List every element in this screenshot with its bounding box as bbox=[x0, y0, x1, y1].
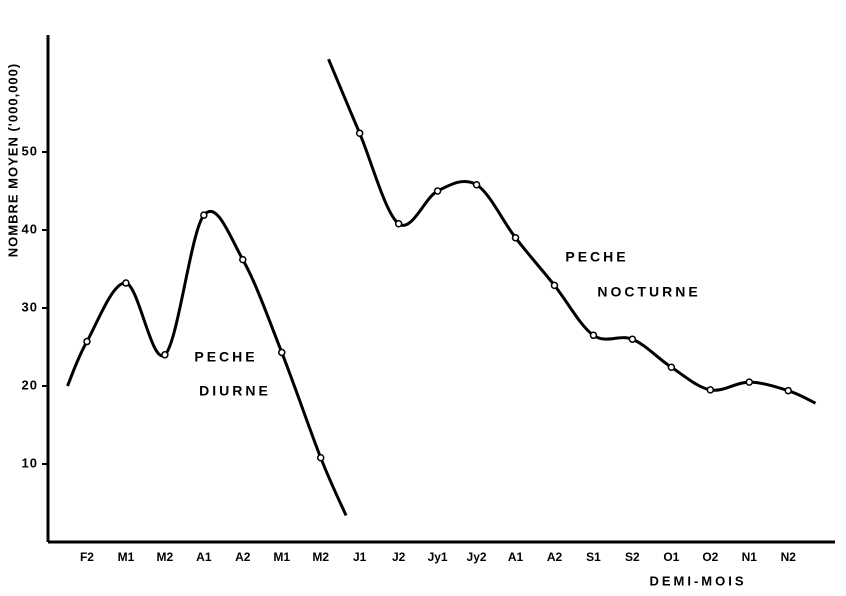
y-tick-label: 40 bbox=[22, 221, 38, 236]
marker bbox=[784, 386, 792, 395]
marker bbox=[278, 348, 286, 357]
marker bbox=[589, 331, 598, 340]
x-tick-label: F2 bbox=[80, 550, 94, 564]
marker bbox=[433, 187, 442, 195]
marker bbox=[316, 454, 325, 462]
marker bbox=[745, 378, 754, 386]
annotation: NOCTURNE bbox=[597, 284, 700, 300]
x-tick-label: M1 bbox=[118, 550, 135, 564]
x-tick-label: A2 bbox=[235, 550, 251, 564]
x-tick-label: O2 bbox=[702, 550, 718, 564]
x-tick-label: J1 bbox=[353, 550, 367, 564]
y-axis-label: NOMBRE MOYEN ('000,000) bbox=[5, 63, 20, 257]
y-tick-label: 10 bbox=[22, 455, 38, 470]
marker bbox=[628, 335, 637, 343]
y-tick-label: 50 bbox=[22, 143, 38, 158]
x-tick-label: A1 bbox=[508, 550, 524, 564]
marker bbox=[667, 363, 676, 372]
marker bbox=[355, 129, 364, 138]
line bbox=[327, 58, 817, 405]
marker bbox=[511, 234, 520, 242]
marker bbox=[394, 220, 403, 228]
x-tick-label: N1 bbox=[742, 550, 758, 564]
x-tick-label: O1 bbox=[663, 550, 679, 564]
x-tick-label: S1 bbox=[586, 550, 601, 564]
x-tick-label: A2 bbox=[547, 550, 563, 564]
marker bbox=[706, 386, 715, 394]
x-axis-label: DEMI-MOIS bbox=[649, 573, 746, 588]
marker bbox=[550, 281, 559, 290]
x-tick-label: N2 bbox=[781, 550, 797, 564]
x-tick-label: S2 bbox=[625, 550, 640, 564]
x-tick-label: Jy1 bbox=[428, 550, 448, 564]
y-tick-label: 30 bbox=[22, 299, 38, 314]
x-tick-label: J2 bbox=[392, 550, 406, 564]
x-tick-label: M2 bbox=[157, 550, 174, 564]
x-tick-label: Jy2 bbox=[467, 550, 487, 564]
marker bbox=[472, 181, 481, 189]
annotation: DIURNE bbox=[199, 383, 271, 399]
annotation: PECHE bbox=[565, 249, 628, 265]
x-tick-label: M2 bbox=[312, 550, 329, 564]
marker bbox=[83, 337, 91, 346]
y-tick-label: 20 bbox=[22, 377, 38, 392]
x-tick-label: A1 bbox=[196, 550, 212, 564]
marker bbox=[161, 351, 169, 359]
marker bbox=[122, 279, 130, 287]
marker bbox=[200, 211, 208, 219]
x-tick-label: M1 bbox=[273, 550, 290, 564]
marker bbox=[239, 255, 247, 264]
annotation: PECHE bbox=[194, 349, 257, 365]
